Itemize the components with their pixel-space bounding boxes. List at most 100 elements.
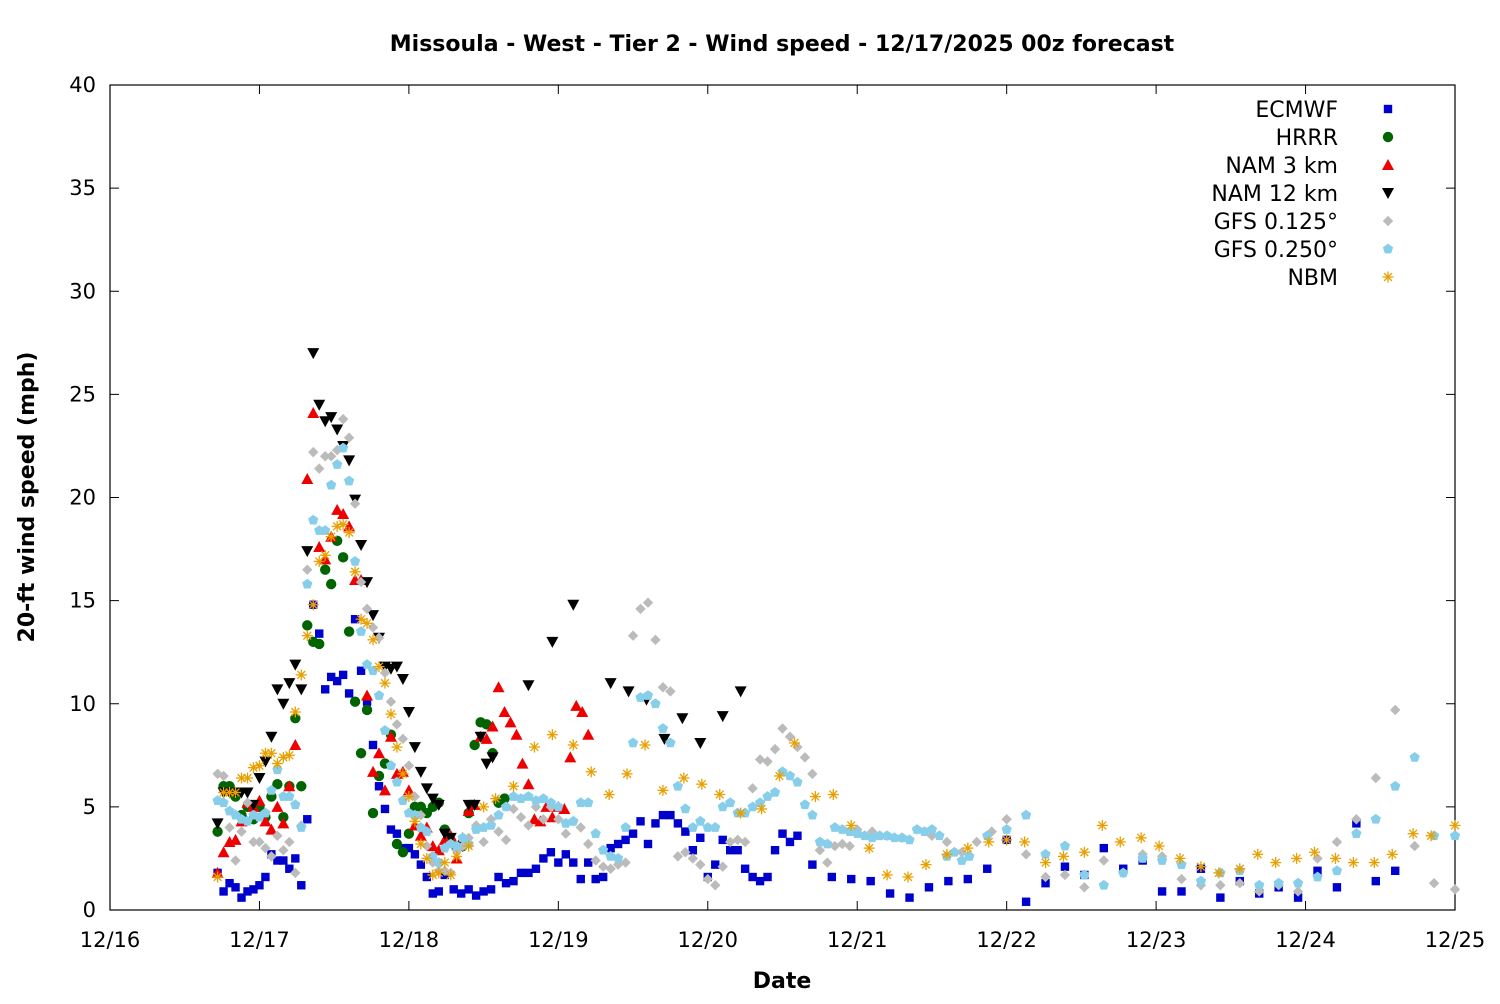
data-point-nbm	[603, 789, 615, 800]
data-point-ecmwf	[344, 689, 354, 698]
data-point-gfs-0-250	[284, 791, 295, 801]
data-point-gfs-0-125	[1040, 871, 1051, 883]
data-point-nam-12-km	[658, 733, 671, 745]
data-point-nam-12-km	[271, 684, 284, 696]
data-point-gfs-0-125	[754, 754, 766, 765]
x-axis-label: Date	[753, 969, 812, 994]
data-point-gfs-0-250	[296, 822, 307, 832]
data-point-gfs-0-250	[1040, 848, 1051, 859]
data-point-nbm	[756, 803, 768, 815]
x-tick-label: 12/18	[379, 928, 440, 952]
data-point-ecmwf	[356, 666, 366, 675]
data-point-nbm	[212, 871, 224, 883]
data-point-nbm	[1252, 848, 1264, 860]
data-point-nbm	[230, 786, 242, 798]
data-point-nbm	[714, 789, 726, 800]
data-point-gfs-0-125	[1449, 884, 1461, 895]
data-point-gfs-0-250	[508, 791, 519, 801]
data-point-gfs-0-250	[500, 801, 512, 812]
data-point-nam-12-km	[444, 832, 457, 844]
data-point-ecmwf	[591, 874, 600, 884]
data-point-nbm	[1347, 857, 1359, 869]
legend-label-nbm: NBM	[1287, 266, 1338, 291]
data-point-gfs-0-250	[598, 844, 609, 855]
data-point-hrrr	[355, 748, 367, 759]
data-point-gfs-0-125	[642, 597, 654, 608]
data-point-nbm	[421, 852, 433, 864]
data-point-nam-3-km	[510, 728, 523, 740]
data-point-gfs-0-125	[1292, 886, 1304, 897]
data-point-nbm	[1057, 850, 1069, 862]
data-point-hrrr	[290, 712, 301, 724]
data-point-ecmwf	[1099, 843, 1109, 853]
data-point-gfs-0-125	[575, 822, 586, 833]
data-point-gfs-0-250	[650, 698, 661, 709]
data-point-ecmwf	[338, 670, 348, 680]
data-point-gfs-0-250	[218, 797, 229, 808]
data-point-gfs-0-125	[320, 451, 331, 462]
data-point-nam-3-km	[576, 706, 589, 717]
data-point-nbm	[827, 789, 839, 800]
data-point-nam-12-km	[474, 731, 487, 743]
data-point-nbm	[439, 857, 451, 869]
data-point-ecmwf	[471, 891, 481, 900]
data-point-nam-3-km	[217, 846, 230, 858]
series-nam-12-km	[211, 348, 747, 855]
data-point-nam-12-km	[259, 756, 272, 768]
data-point-gfs-0-125	[739, 836, 751, 848]
legend-marker-gfs-0-250	[1382, 243, 1394, 254]
data-point-ecmwf	[666, 810, 675, 820]
data-point-nbm	[508, 780, 519, 792]
data-point-gfs-0-250	[695, 815, 706, 826]
data-point-nbm	[1213, 867, 1225, 879]
data-point-ecmwf	[303, 815, 312, 824]
data-point-nam-12-km	[277, 698, 290, 710]
data-point-ecmwf	[516, 868, 526, 878]
data-point-nbm	[845, 819, 857, 831]
data-point-gfs-0-125	[837, 838, 848, 850]
data-point-ecmwf	[711, 860, 720, 869]
data-point-gfs-0-125	[403, 760, 415, 771]
data-point-ecmwf	[1216, 893, 1225, 902]
data-point-ecmwf	[983, 864, 992, 873]
data-point-nbm	[788, 737, 800, 749]
data-point-nam-12-km	[426, 793, 439, 805]
data-point-nbm	[1368, 857, 1380, 869]
data-point-gfs-0-125	[355, 576, 367, 588]
data-point-ecmwf	[255, 881, 264, 890]
data-point-ecmwf	[770, 845, 780, 855]
data-point-ecmwf	[924, 883, 934, 892]
data-point-nam-12-km	[408, 742, 421, 754]
data-point-nam-3-km	[492, 681, 505, 693]
data-point-gfs-0-125	[1176, 873, 1187, 885]
data-point-nam-12-km	[402, 707, 415, 718]
data-point-gfs-0-250	[367, 665, 379, 676]
data-point-hrrr	[325, 578, 337, 590]
data-point-nbm	[585, 766, 597, 778]
data-point-nbm	[774, 770, 786, 782]
data-point-nbm	[621, 768, 633, 780]
data-point-nam-3-km	[271, 800, 284, 812]
data-point-hrrr	[343, 626, 355, 637]
data-point-gfs-0-250	[290, 799, 301, 810]
data-point-ecmwf	[696, 833, 705, 843]
data-point-gfs-0-250	[1292, 877, 1304, 888]
data-point-gfs-0-125	[260, 842, 271, 854]
data-point-nbm	[962, 842, 974, 854]
data-point-gfs-0-125	[1409, 840, 1420, 852]
series-ecmwf	[213, 600, 1400, 906]
data-point-ecmwf	[524, 868, 533, 878]
data-point-gfs-0-125	[242, 797, 253, 808]
data-point-ecmwf	[321, 685, 330, 694]
data-point-nbm	[391, 741, 403, 753]
legend-marker-gfs-0-125	[1382, 215, 1394, 227]
data-point-nbm	[463, 840, 475, 852]
data-point-gfs-0-125	[807, 768, 818, 780]
data-point-nam-3-km	[570, 699, 583, 711]
data-point-gfs-0-250	[349, 556, 361, 566]
plot-area	[109, 84, 1456, 911]
data-point-nbm	[881, 869, 893, 881]
data-point-ecmwf	[569, 858, 578, 867]
data-point-gfs-0-125	[702, 873, 713, 885]
data-point-gfs-0-250	[397, 795, 409, 806]
